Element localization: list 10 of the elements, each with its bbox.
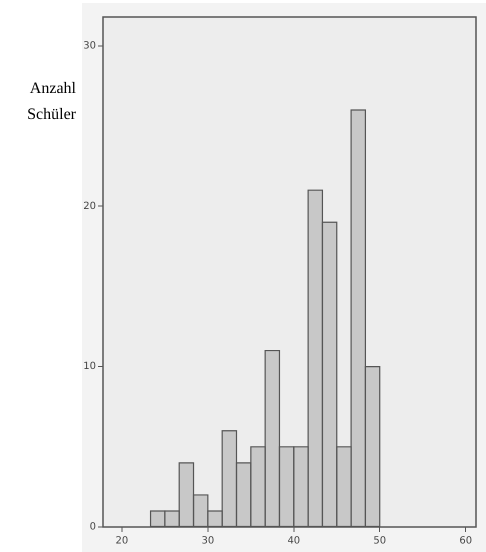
x-tick-label: 50 <box>373 536 386 547</box>
y-tick-label: 0 <box>90 522 96 533</box>
y-axis-title: Anzahl Schüler <box>26 79 76 125</box>
y-tick-label: 10 <box>83 361 96 372</box>
x-tick-label: 60 <box>459 536 472 547</box>
x-tick-label: 30 <box>201 536 214 547</box>
x-tick-label: 20 <box>116 536 128 547</box>
x-tick-label: 40 <box>287 536 300 547</box>
y-tick-label: 20 <box>83 200 96 212</box>
y-tick-label: 30 <box>83 40 96 52</box>
